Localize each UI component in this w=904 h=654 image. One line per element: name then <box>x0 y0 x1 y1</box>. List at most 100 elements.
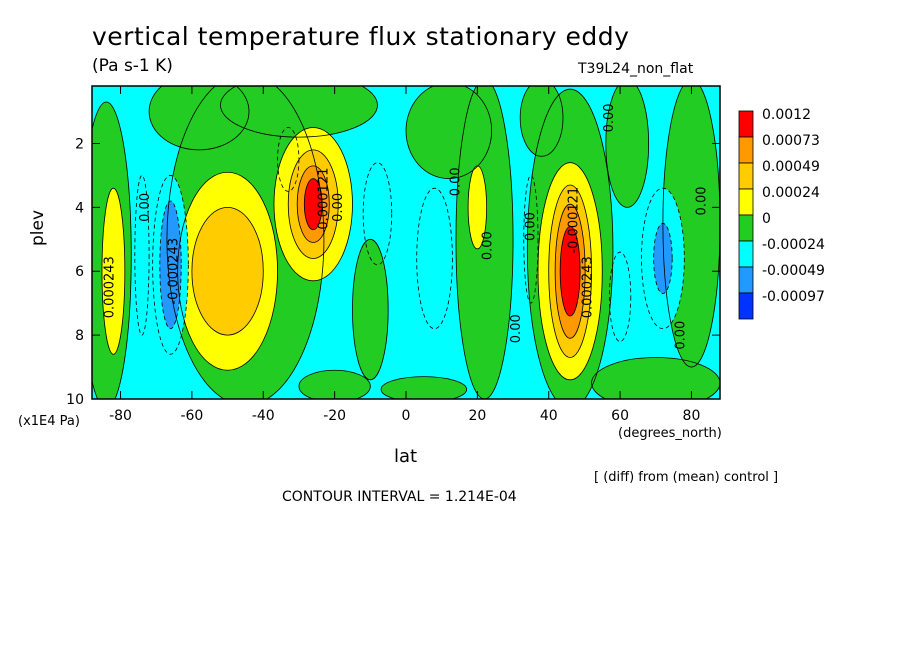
zero-contour <box>298 369 371 399</box>
contour-label: 0.000243 <box>581 256 596 318</box>
contour-line <box>467 165 488 250</box>
contour-label: 0.00 <box>449 167 464 196</box>
diff-note: [ (diff) from (mean) control ] <box>594 470 779 485</box>
contour-line <box>653 222 673 295</box>
run-label: T39L24_non_flat <box>578 61 694 77</box>
negative-contour <box>608 251 632 342</box>
x-tick-label: 60 <box>611 408 629 424</box>
chart-title: vertical temperature flux stationary edd… <box>92 22 630 51</box>
contour-line <box>273 127 353 282</box>
x-axis-label: lat <box>394 446 418 467</box>
positive-region <box>220 86 378 138</box>
legend-swatch <box>738 240 754 268</box>
x-tick-label: 0 <box>402 408 411 424</box>
y-tick-label: 2 <box>75 136 84 152</box>
legend-label: -0.00024 <box>762 237 825 253</box>
contour-line <box>537 162 603 381</box>
legend-label: 0.00049 <box>762 159 820 175</box>
contour-line <box>296 165 330 243</box>
color-legend: 0.0012 0.00073 0.00049 0.00024 0 -0.00024 -0.0… <box>738 107 825 320</box>
legend-label: 0.0012 <box>762 107 811 123</box>
contour-line <box>559 226 581 317</box>
contour-label: 0.00 <box>138 193 153 222</box>
x-tick-label: -80 <box>109 408 132 424</box>
contour-label: -0.000121 <box>317 168 332 235</box>
positive-region <box>381 376 467 399</box>
negative-contour <box>277 127 300 192</box>
x-tick-label: 20 <box>468 408 486 424</box>
positive-region <box>455 86 514 399</box>
legend-label: 0.00073 <box>762 133 820 149</box>
contour-label: -0.000243 <box>167 238 182 305</box>
units-label: (Pa s-1 K) <box>92 56 173 76</box>
zero-contour <box>605 86 650 208</box>
negative-contour <box>134 175 150 336</box>
x-tick-label: 80 <box>683 408 701 424</box>
pos-83S-level <box>101 188 125 355</box>
contour-line <box>548 184 592 358</box>
contour-label: 0.000243 <box>102 256 117 318</box>
legend-label: -0.00097 <box>762 289 825 305</box>
contour-label: 0.00 <box>523 212 538 241</box>
x-tick-label: 40 <box>540 408 558 424</box>
legend-label: -0.00049 <box>762 263 825 279</box>
zero-contour <box>380 376 468 399</box>
contour-line <box>191 206 264 336</box>
y-tick-label: 8 <box>75 328 84 344</box>
contour-line <box>303 178 323 231</box>
positive-region <box>605 86 649 208</box>
positive-region <box>591 357 720 399</box>
pos-55S-level <box>191 207 264 336</box>
contour-interval: CONTOUR INTERVAL = 1.214E-04 <box>282 489 517 505</box>
zero-contour <box>352 238 389 381</box>
contour-label: 0.00 <box>481 231 496 260</box>
legend-swatch <box>738 292 754 320</box>
pos-max-25S-level <box>304 178 323 230</box>
negative-contour <box>416 187 453 330</box>
y-axis-label: plev <box>28 209 48 246</box>
legend-label: 0 <box>762 211 771 227</box>
contour-label: 0.00 <box>509 314 524 343</box>
contour-line <box>177 171 278 371</box>
zero-contour <box>220 86 378 138</box>
negative-contour <box>362 162 393 266</box>
zero-contour <box>519 86 564 157</box>
x-axis-units: (degrees_north) <box>618 426 722 441</box>
legend-swatch <box>738 188 754 216</box>
neg-72N-level <box>653 223 673 294</box>
x-tick-label: -60 <box>180 408 203 424</box>
zero-contour <box>166 86 325 399</box>
contour-line <box>152 175 189 355</box>
zero-contour <box>148 86 250 151</box>
zero-contour <box>405 86 493 180</box>
pos-max-45N-level <box>560 226 581 316</box>
legend-label: 0.00024 <box>762 185 820 201</box>
positive-region <box>352 239 389 380</box>
contour-line <box>554 203 586 339</box>
y-tick-label: 10 <box>66 392 84 408</box>
legend-swatch <box>738 110 754 138</box>
legend-swatch <box>738 214 754 242</box>
legend-swatch <box>738 266 754 294</box>
contour-line <box>159 200 182 330</box>
legend-swatch <box>738 136 754 164</box>
zero-contour <box>455 86 514 399</box>
contour-label: 0.00 <box>331 193 346 222</box>
positive-region <box>298 370 371 399</box>
contour-label: 0.00 <box>673 321 688 350</box>
x-tick-label: -20 <box>323 408 346 424</box>
zero-contour <box>526 88 614 399</box>
y-tick-label: 6 <box>75 264 84 280</box>
neg-65S-level <box>159 200 182 329</box>
contour-line <box>101 187 126 355</box>
contour-label: -0.000121 <box>566 187 581 254</box>
pos-20N-level <box>468 165 487 249</box>
contour-label: 0.00 <box>602 103 617 132</box>
contour-label: 0.00 <box>695 187 710 216</box>
zero-contour <box>92 101 132 399</box>
y-tick-label: 4 <box>75 200 84 216</box>
legend-swatch <box>738 162 754 190</box>
contour-line <box>287 149 339 259</box>
y-axis-units: (x1E4 Pa) <box>18 414 80 429</box>
